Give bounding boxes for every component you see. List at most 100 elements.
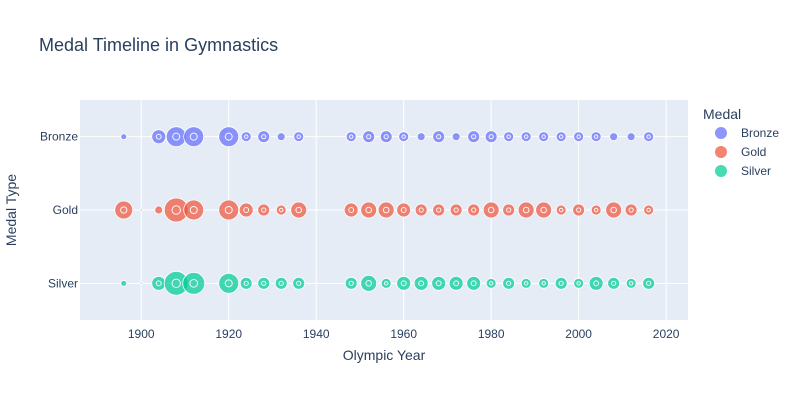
data-point-silver[interactable] <box>538 277 550 289</box>
data-point-bronze[interactable] <box>345 131 357 143</box>
data-point-gold[interactable] <box>517 201 535 219</box>
data-point-bronze[interactable] <box>590 131 602 143</box>
data-point-gold[interactable] <box>377 201 395 219</box>
data-point-gold[interactable] <box>590 204 602 216</box>
data-point-overlap-ring <box>224 206 233 214</box>
data-point-silver[interactable] <box>292 276 306 290</box>
data-point-gold[interactable] <box>502 203 516 217</box>
data-point-silver[interactable] <box>485 277 497 289</box>
data-point-bronze[interactable] <box>573 131 585 143</box>
data-point-silver[interactable] <box>431 275 447 291</box>
data-point-overlap-ring <box>296 134 301 139</box>
legend-item-silver[interactable]: Silver <box>715 164 771 178</box>
data-point-silver[interactable] <box>573 277 585 289</box>
data-point-overlap-ring <box>382 206 390 214</box>
data-point-bronze[interactable] <box>432 130 446 144</box>
data-point-overlap-ring <box>435 280 442 287</box>
data-point-silver[interactable] <box>413 275 429 291</box>
x-tick-label: 1980 <box>478 327 505 341</box>
data-point-bronze[interactable] <box>538 131 550 143</box>
data-point-gold[interactable] <box>257 203 271 217</box>
data-point-gold[interactable] <box>643 204 655 216</box>
data-point-bronze[interactable] <box>257 130 271 144</box>
data-point-bronze[interactable] <box>643 131 655 143</box>
data-point-bronze[interactable] <box>276 132 286 142</box>
data-point-silver[interactable] <box>139 281 143 285</box>
y-axis-ticks: Bronze Gold Silver <box>40 130 78 291</box>
data-point-silver[interactable] <box>239 276 253 290</box>
data-point-bronze[interactable] <box>398 131 410 143</box>
data-point-overlap-ring <box>611 280 617 286</box>
data-point-silver[interactable] <box>502 276 516 290</box>
data-point-gold[interactable] <box>275 204 287 216</box>
data-point-bronze[interactable] <box>151 129 167 145</box>
data-point-silver[interactable] <box>625 277 637 289</box>
data-point-gold[interactable] <box>432 203 446 217</box>
data-point-silver[interactable] <box>218 272 240 294</box>
data-point-bronze[interactable] <box>626 132 636 142</box>
data-point-gold[interactable] <box>139 208 143 212</box>
data-point-bronze[interactable] <box>165 126 187 148</box>
data-point-bronze[interactable] <box>520 131 532 143</box>
data-point-gold[interactable] <box>343 202 359 218</box>
data-point-silver[interactable] <box>120 279 128 287</box>
data-point-gold[interactable] <box>555 204 567 216</box>
data-point-gold[interactable] <box>238 202 254 218</box>
data-point-silver[interactable] <box>274 276 288 290</box>
data-point-silver[interactable] <box>520 277 532 289</box>
data-point-overlap-ring <box>506 134 511 139</box>
data-point-gold[interactable] <box>605 201 623 219</box>
data-point-gold[interactable] <box>624 203 638 217</box>
data-point-bronze[interactable] <box>484 130 498 144</box>
data-point-silver[interactable] <box>466 275 482 291</box>
data-point-gold[interactable] <box>396 202 412 218</box>
data-point-gold[interactable] <box>535 201 553 219</box>
data-point-bronze[interactable] <box>293 131 305 143</box>
data-point-bronze[interactable] <box>183 126 205 148</box>
data-point-silver[interactable] <box>448 275 464 291</box>
data-point-gold[interactable] <box>114 200 134 220</box>
data-point-overlap-ring <box>541 281 546 286</box>
data-point-gold[interactable] <box>449 203 463 217</box>
data-point-gold[interactable] <box>360 201 378 219</box>
data-point-silver[interactable] <box>344 276 358 290</box>
data-point-silver[interactable] <box>396 275 412 291</box>
data-point-bronze[interactable] <box>467 130 481 144</box>
data-point-bronze[interactable] <box>503 131 515 143</box>
data-point-silver[interactable] <box>607 276 621 290</box>
data-point-bronze[interactable] <box>240 131 252 143</box>
legend[interactable]: Medal Bronze Gold Silver <box>703 106 779 178</box>
data-point-silver[interactable] <box>642 276 656 290</box>
x-tick-label: 1940 <box>303 327 330 341</box>
data-point-gold[interactable] <box>183 199 205 221</box>
data-point-gold[interactable] <box>414 203 428 217</box>
data-point-gold[interactable] <box>572 203 586 217</box>
legend-item-gold[interactable]: Gold <box>715 145 766 159</box>
data-point-silver[interactable] <box>380 277 392 289</box>
data-point-overlap-ring <box>610 206 617 214</box>
data-point-bronze[interactable] <box>451 132 461 142</box>
data-point-bronze[interactable] <box>609 132 619 142</box>
data-point-gold[interactable] <box>482 201 500 219</box>
data-point-silver[interactable] <box>151 275 167 291</box>
data-point-silver[interactable] <box>554 276 568 290</box>
data-point-overlap-ring <box>593 207 599 213</box>
data-point-gold[interactable] <box>154 205 164 215</box>
data-point-bronze[interactable] <box>120 133 128 141</box>
data-point-gold[interactable] <box>290 201 308 219</box>
data-point-silver[interactable] <box>182 271 206 295</box>
legend-item-bronze[interactable]: Bronze <box>715 126 779 140</box>
data-point-gold[interactable] <box>467 203 481 217</box>
data-point-silver[interactable] <box>360 274 378 292</box>
data-point-overlap-ring <box>365 206 372 214</box>
data-point-bronze[interactable] <box>416 132 426 142</box>
data-point-bronze[interactable] <box>218 126 240 148</box>
data-point-silver[interactable] <box>588 275 604 291</box>
data-point-bronze[interactable] <box>362 130 376 144</box>
data-point-overlap-ring <box>576 281 581 286</box>
data-point-overlap-ring <box>189 206 198 214</box>
data-point-gold[interactable] <box>218 199 240 221</box>
data-point-bronze[interactable] <box>379 130 393 144</box>
data-point-bronze[interactable] <box>555 131 567 143</box>
data-point-silver[interactable] <box>257 276 271 290</box>
